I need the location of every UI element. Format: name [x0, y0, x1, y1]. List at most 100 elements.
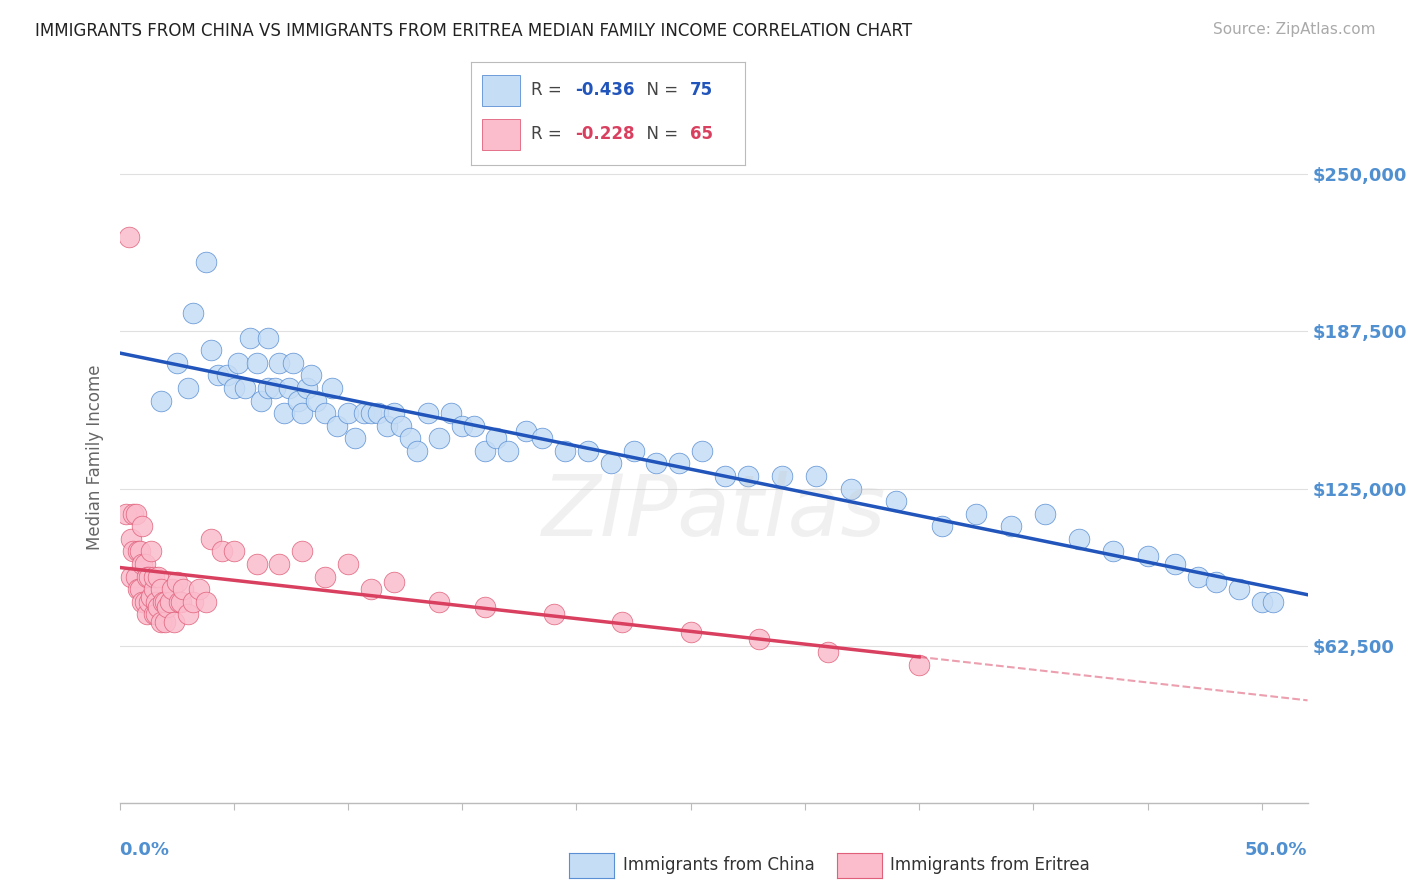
Point	[160, 582, 183, 596]
Point	[131, 519, 153, 533]
Point	[610, 615, 633, 629]
Text: N =: N =	[636, 81, 683, 99]
Point	[314, 406, 336, 420]
Point	[623, 443, 645, 458]
Point	[124, 569, 146, 583]
Text: R =: R =	[531, 125, 568, 144]
Bar	[482, 75, 520, 105]
Point	[817, 645, 839, 659]
Text: Source: ZipAtlas.com: Source: ZipAtlas.com	[1212, 22, 1375, 37]
Point	[343, 431, 366, 445]
Point	[170, 595, 193, 609]
Point	[149, 393, 172, 408]
Point	[264, 381, 287, 395]
Point	[153, 595, 177, 609]
Point	[463, 418, 485, 433]
Point	[305, 393, 328, 408]
Point	[451, 418, 474, 433]
Point	[474, 599, 496, 614]
Point	[908, 657, 931, 672]
Point	[149, 615, 172, 629]
Point	[120, 532, 142, 546]
Point	[427, 595, 450, 609]
Point	[129, 544, 152, 558]
Point	[295, 381, 318, 395]
Point	[222, 544, 245, 558]
Point	[599, 457, 621, 471]
Point	[177, 607, 200, 622]
Point	[181, 595, 204, 609]
Point	[1263, 595, 1285, 609]
Point	[245, 557, 267, 571]
Point	[679, 624, 702, 639]
Text: -0.436: -0.436	[575, 81, 634, 99]
Point	[269, 356, 291, 370]
Point	[138, 595, 160, 609]
Point	[515, 424, 537, 438]
Point	[531, 431, 554, 445]
Point	[360, 406, 382, 420]
Point	[1227, 582, 1250, 596]
Point	[839, 482, 862, 496]
Point	[138, 569, 160, 583]
Point	[167, 595, 190, 609]
Point	[1067, 532, 1090, 546]
Point	[931, 519, 953, 533]
Y-axis label: Median Family Income: Median Family Income	[86, 365, 104, 549]
Point	[770, 469, 793, 483]
Point	[122, 544, 145, 558]
Point	[226, 356, 250, 370]
Point	[115, 507, 138, 521]
Point	[142, 569, 165, 583]
Point	[737, 469, 759, 483]
Point	[427, 431, 450, 445]
Point	[166, 574, 188, 589]
Text: Immigrants from Eritrea: Immigrants from Eritrea	[890, 856, 1090, 874]
Bar	[482, 119, 520, 150]
Point	[135, 569, 157, 583]
Point	[668, 457, 690, 471]
Point	[714, 469, 737, 483]
Point	[886, 494, 908, 508]
Point	[124, 507, 146, 521]
Point	[301, 368, 323, 383]
Point	[273, 406, 295, 420]
Point	[148, 599, 170, 614]
Point	[257, 331, 280, 345]
Text: -0.228: -0.228	[575, 125, 634, 144]
Point	[166, 356, 188, 370]
Point	[159, 595, 181, 609]
Point	[145, 595, 167, 609]
Point	[233, 381, 256, 395]
Point	[485, 431, 508, 445]
Point	[281, 356, 304, 370]
Point	[474, 443, 496, 458]
Point	[152, 595, 174, 609]
Point	[1102, 544, 1125, 558]
Point	[277, 381, 299, 395]
Text: 65: 65	[690, 125, 713, 144]
Point	[142, 607, 165, 622]
Text: 75: 75	[690, 81, 713, 99]
Text: 0.0%: 0.0%	[120, 841, 170, 859]
Point	[367, 406, 389, 420]
Point	[576, 443, 599, 458]
Point	[287, 393, 309, 408]
Point	[239, 331, 262, 345]
Point	[188, 582, 211, 596]
Point	[269, 557, 291, 571]
Point	[690, 443, 713, 458]
Point	[135, 607, 157, 622]
Point	[389, 418, 412, 433]
Point	[153, 615, 177, 629]
Point	[181, 305, 204, 319]
Point	[440, 406, 463, 420]
Point	[336, 406, 359, 420]
Point	[148, 569, 170, 583]
Point	[257, 381, 280, 395]
Point	[806, 469, 828, 483]
Point	[122, 507, 145, 521]
Point	[291, 544, 314, 558]
Point	[163, 615, 186, 629]
Point	[382, 406, 405, 420]
